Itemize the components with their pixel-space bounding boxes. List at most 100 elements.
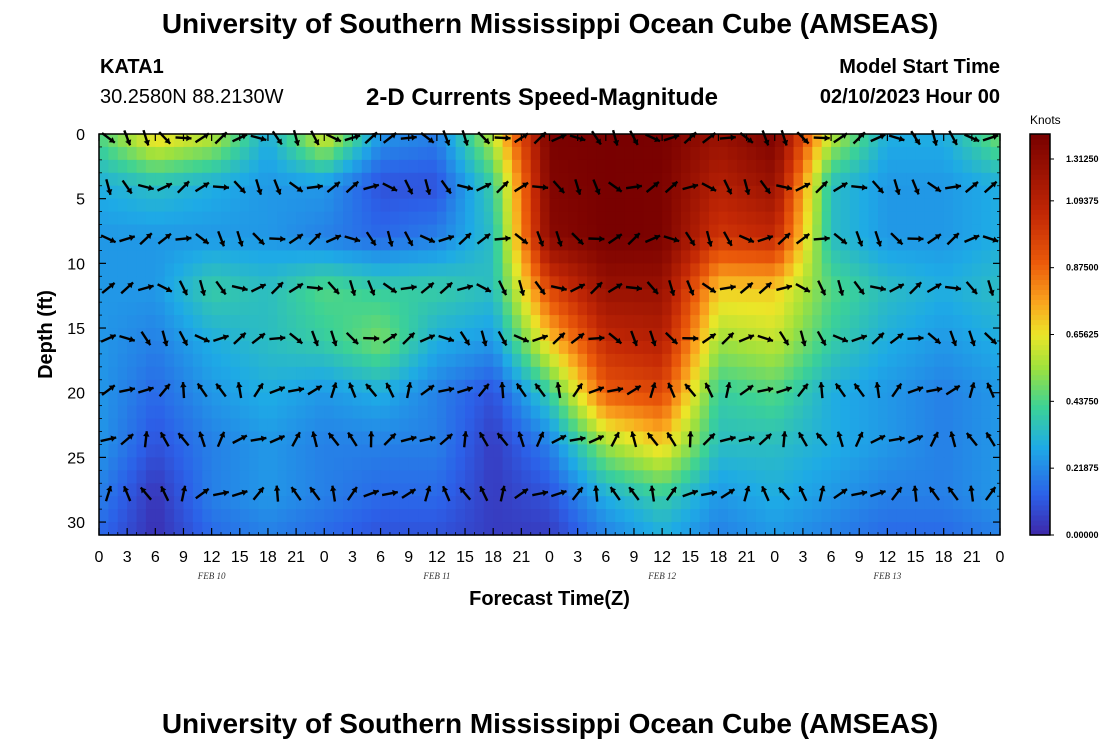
heatmap-cell: [643, 250, 654, 264]
current-arrow-head: [539, 288, 545, 295]
heatmap-cell: [802, 172, 813, 187]
heatmap-cell: [868, 146, 879, 161]
heatmap-cell: [577, 509, 588, 523]
heatmap-cell: [174, 353, 185, 368]
heatmap-cell: [446, 444, 457, 458]
current-arrow-head: [317, 285, 323, 292]
current-arrow-head: [389, 433, 396, 440]
current-arrow-head: [216, 383, 222, 390]
heatmap-cell: [793, 302, 804, 316]
heatmap-cell: [192, 405, 203, 420]
heatmap-cell: [859, 496, 870, 510]
heatmap-cell: [258, 366, 269, 381]
current-arrow-head: [445, 187, 451, 194]
heatmap-cell: [164, 250, 175, 264]
heatmap-cell: [427, 496, 438, 510]
heatmap-cell: [230, 405, 241, 420]
heatmap-cell: [371, 522, 382, 536]
heatmap-cell: [136, 198, 147, 213]
heatmap-cell: [924, 470, 935, 484]
heatmap-cell: [399, 315, 410, 329]
heatmap-cell: [314, 172, 325, 187]
heatmap-cell: [765, 263, 776, 277]
heatmap-cell: [230, 418, 241, 433]
heatmap-cell: [896, 172, 907, 187]
heatmap-cell: [709, 405, 720, 420]
heatmap-cell: [136, 431, 147, 446]
heatmap-cell: [633, 353, 644, 368]
heatmap-cell: [652, 366, 663, 381]
heatmap-cell: [399, 276, 410, 290]
heatmap-cell: [596, 470, 607, 484]
heatmap-cell: [155, 276, 166, 290]
page-title: University of Southern Mississippi Ocean…: [161, 8, 939, 39]
heatmap-cell: [812, 211, 823, 226]
heatmap-cell: [558, 496, 569, 510]
heatmap-cell: [305, 379, 316, 394]
heatmap-cell: [981, 134, 992, 148]
heatmap-cell: [164, 172, 175, 187]
heatmap-cell: [849, 470, 860, 484]
heatmap-cell: [399, 444, 410, 458]
heatmap-cell: [971, 185, 982, 200]
heatmap-cell: [99, 496, 109, 510]
heatmap-cell: [277, 146, 288, 161]
heatmap-cell: [802, 509, 813, 523]
heatmap-cell: [221, 289, 231, 303]
heatmap-cell: [211, 522, 222, 536]
heatmap-cell: [136, 289, 147, 303]
current-arrow-head: [711, 489, 717, 497]
heatmap-cell: [127, 250, 138, 264]
heatmap-cell: [765, 211, 776, 226]
heatmap-cell: [230, 379, 241, 394]
current-arrow-head: [467, 284, 473, 291]
heatmap-cell: [718, 418, 729, 433]
heatmap-cell: [615, 444, 626, 458]
heatmap-cell: [690, 289, 701, 303]
heatmap-cell: [727, 366, 738, 381]
heatmap-cell: [99, 134, 109, 148]
heatmap-cell: [99, 159, 109, 174]
heatmap-cell: [802, 457, 813, 471]
heatmap-cell: [483, 496, 494, 510]
current-arrow-head: [818, 382, 825, 388]
heatmap-cell: [587, 340, 598, 355]
heatmap-cell: [971, 302, 982, 316]
heatmap-cell: [737, 315, 748, 329]
heatmap-cell: [145, 289, 156, 303]
heatmap-cell: [99, 366, 109, 381]
heatmap-cell: [680, 159, 691, 174]
heatmap-cell: [361, 224, 372, 239]
heatmap-cell: [896, 224, 907, 239]
heatmap-cell: [549, 237, 560, 252]
heatmap-cell: [896, 263, 907, 277]
heatmap-cell: [202, 263, 213, 277]
heatmap-cell: [352, 366, 363, 381]
current-arrow-head: [636, 183, 642, 190]
heatmap-cell: [230, 185, 241, 200]
current-arrow-head: [165, 233, 171, 240]
heatmap-cell: [540, 392, 551, 407]
heatmap-cell: [540, 237, 551, 252]
heatmap-cell: [418, 405, 429, 420]
heatmap-cell: [981, 366, 992, 381]
heatmap-cell: [802, 146, 813, 161]
heatmap-cell: [192, 224, 203, 239]
heatmap-cell: [821, 302, 832, 316]
current-arrow-head: [236, 382, 243, 388]
heatmap-cell: [709, 302, 720, 316]
heatmap-cell: [831, 224, 842, 239]
heatmap-cell: [746, 405, 757, 420]
heatmap-cell: [934, 172, 945, 187]
heatmap-cell: [990, 470, 1001, 484]
heatmap-cell: [211, 353, 222, 368]
x-tick-label: 21: [738, 549, 756, 566]
current-arrow-head: [483, 137, 490, 144]
heatmap-cell: [530, 224, 541, 239]
heatmap-cell: [577, 159, 588, 174]
heatmap-cell: [305, 185, 316, 200]
heatmap-cell: [859, 457, 870, 471]
heatmap-cell: [671, 263, 682, 277]
heatmap-cell: [727, 418, 738, 433]
current-arrow-head: [669, 289, 676, 296]
